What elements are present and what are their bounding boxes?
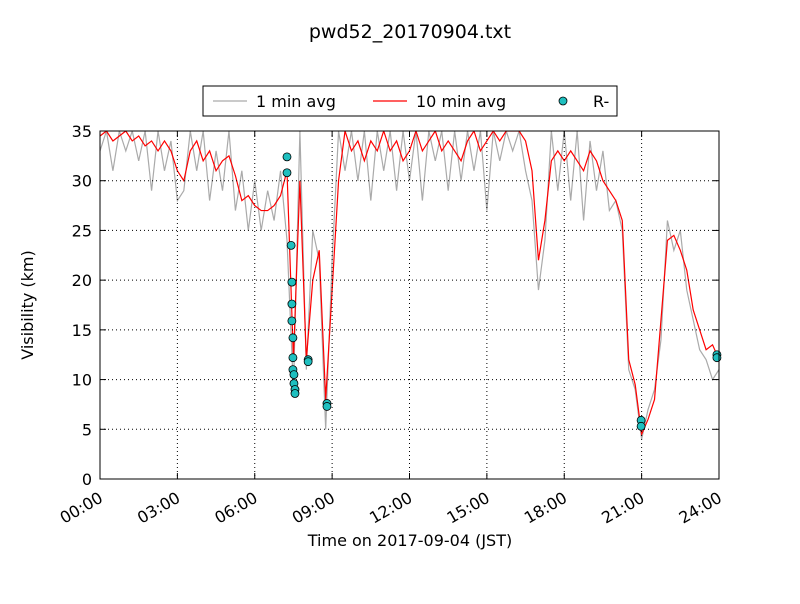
legend-marker [558, 96, 568, 106]
y-tick-label: 25 [72, 221, 92, 240]
y-tick-label: 5 [82, 420, 92, 439]
series-line [100, 131, 719, 437]
plot-area [100, 131, 719, 440]
scatter-point [303, 357, 313, 367]
y-tick-label: 35 [72, 122, 92, 141]
scatter-point [322, 402, 332, 411]
y-tick-label: 30 [72, 172, 92, 191]
scatter-point [288, 353, 298, 363]
scatter-point [288, 333, 298, 343]
scatter-point [290, 389, 300, 398]
legend-label: 1 min avg [256, 92, 336, 111]
scatter-point [287, 277, 297, 287]
y-tick-label: 15 [72, 321, 92, 340]
legend-box [202, 85, 618, 117]
scatter-point [282, 152, 292, 162]
legend-label: 10 min avg [416, 92, 506, 111]
scatter-point [282, 168, 292, 178]
scatter-point [287, 299, 297, 309]
scatter-point [636, 421, 646, 431]
y-tick-label: 20 [72, 271, 92, 290]
scatter-point [287, 316, 297, 326]
x-axis-label: Time on 2017-09-04 (JST) [307, 531, 512, 550]
plot-frame [99, 130, 720, 480]
scatter-point [712, 353, 722, 363]
chart-title: pwd52_20170904.txt [309, 21, 511, 43]
y-tick-label: 0 [82, 470, 92, 489]
y-tick-label: 10 [72, 371, 92, 390]
legend-label: R- [593, 92, 609, 111]
y-axis-label: Visibility (km) [18, 250, 37, 359]
scatter-point [289, 370, 299, 380]
scatter-point [286, 240, 296, 250]
